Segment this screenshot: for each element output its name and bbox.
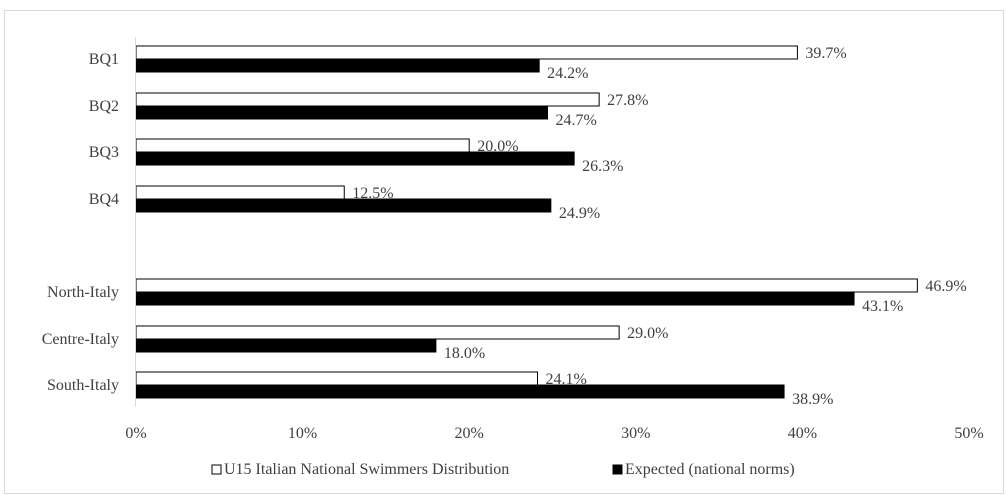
bar-swimmers — [135, 371, 539, 386]
bar-swimmers — [135, 92, 600, 107]
x-tick-label: 50% — [954, 425, 983, 442]
category-label: North-Italy — [47, 284, 119, 301]
category-label: BQ1 — [89, 51, 119, 68]
data-label-expected: 24.9% — [559, 205, 600, 222]
bar-expected — [135, 338, 437, 353]
x-tick-label: 40% — [788, 425, 817, 442]
legend-swatch-series-2 — [612, 464, 623, 475]
x-tick-label: 30% — [621, 425, 650, 442]
data-label-swimmers: 39.7% — [805, 45, 846, 62]
category-label: South-Italy — [47, 377, 119, 394]
legend-swatch-series-1 — [211, 464, 222, 475]
bar-expected — [135, 105, 549, 120]
data-label-expected: 38.9% — [792, 391, 833, 408]
data-label-expected: 18.0% — [444, 345, 485, 362]
bar-swimmers — [135, 185, 345, 200]
bar-swimmers — [135, 138, 470, 153]
legend-label-series-2: Expected (national norms) — [625, 461, 795, 478]
chart-frame — [4, 10, 1004, 494]
data-label-swimmers: 46.9% — [925, 278, 966, 295]
category-label: Centre-Italy — [42, 331, 119, 348]
bar-expected — [135, 384, 785, 399]
data-label-swimmers: 12.5% — [352, 185, 393, 202]
legend-label-series-1: U15 Italian National Swimmers Distributi… — [224, 461, 509, 478]
category-label: BQ3 — [89, 144, 119, 161]
bar-expected — [135, 58, 540, 73]
data-label-expected: 24.2% — [547, 65, 588, 82]
bar-swimmers — [135, 278, 918, 293]
category-label: BQ2 — [89, 98, 119, 115]
category-label: BQ4 — [89, 191, 119, 208]
data-label-swimmers: 27.8% — [607, 92, 648, 109]
x-tick-label: 0% — [125, 425, 146, 442]
data-label-swimmers: 20.0% — [477, 138, 518, 155]
x-tick-label: 10% — [288, 425, 317, 442]
x-tick-label: 20% — [455, 425, 484, 442]
bar-swimmers — [135, 45, 798, 60]
data-label-expected: 26.3% — [582, 158, 623, 175]
bar-expected — [135, 291, 855, 306]
data-label-swimmers: 29.0% — [627, 325, 668, 342]
data-label-expected: 24.7% — [556, 112, 597, 129]
x-ticks-layer: 0% 10% 20% 30% 40% 50% — [125, 425, 983, 442]
labels-layer: BQ1 39.7% 24.2% BQ2 27.8% 24.7% BQ3 20.0% 26.3% B… — [42, 45, 967, 408]
bar-swimmers — [135, 325, 620, 340]
data-label-expected: 43.1% — [862, 298, 903, 315]
bar-expected — [135, 198, 552, 213]
bars-layer — [135, 45, 918, 399]
data-label-swimmers: 24.1% — [546, 371, 587, 388]
legend: U15 Italian National Swimmers Distributi… — [211, 461, 795, 478]
